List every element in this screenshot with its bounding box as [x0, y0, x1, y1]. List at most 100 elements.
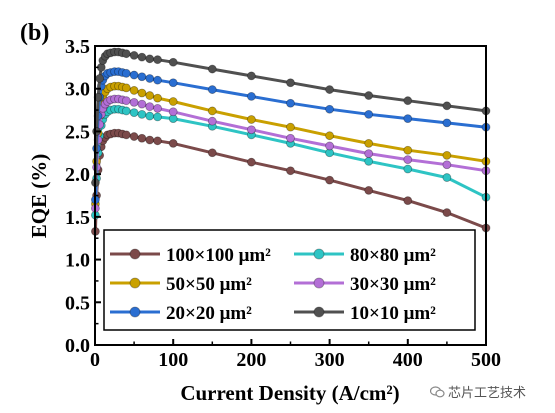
data-point [246, 125, 256, 135]
data-point [168, 107, 178, 117]
data-point [153, 112, 162, 122]
data-point [121, 49, 131, 59]
data-point [207, 116, 217, 126]
data-point [145, 111, 155, 121]
data-point [442, 150, 452, 160]
data-point [207, 85, 217, 94]
legend-swatch-marker [313, 248, 325, 260]
panel-label: (b) [20, 20, 49, 46]
data-point [325, 104, 335, 114]
legend-swatch-marker [313, 277, 325, 289]
x-tick-label: 400 [393, 349, 423, 371]
watermark-text: 芯片工艺技术 [448, 386, 527, 401]
data-point [145, 135, 155, 145]
data-point [403, 155, 413, 165]
data-point [137, 109, 147, 119]
data-point [442, 208, 452, 217]
data-point [145, 102, 155, 112]
x-tick-label: 0 [90, 349, 100, 371]
x-tick-label: 100 [158, 349, 188, 371]
data-point [153, 55, 162, 65]
legend-item: 20×20 μm² [110, 303, 252, 324]
y-tick-label: 1.5 [65, 207, 90, 229]
data-point [325, 141, 335, 151]
legend-swatch-marker [129, 248, 141, 260]
data-point [207, 106, 217, 116]
legend-swatch-marker [313, 306, 325, 318]
data-point [403, 164, 413, 174]
data-point [364, 149, 374, 159]
data-point [364, 185, 374, 195]
data-point [364, 156, 374, 166]
data-point [137, 52, 147, 62]
legend-label: 20×20 μm² [166, 303, 252, 324]
x-tick-label: 500 [471, 349, 501, 371]
x-axis-title: Current Density (A/cm²) [180, 381, 399, 405]
data-point [121, 130, 131, 140]
y-tick-label: 0.0 [65, 335, 90, 357]
series-20-20-m [90, 67, 491, 205]
data-point [145, 91, 155, 100]
data-point [137, 88, 147, 98]
data-point [403, 145, 413, 155]
data-point [246, 157, 256, 167]
data-point [145, 54, 155, 64]
data-point [364, 138, 374, 148]
data-point [168, 57, 178, 67]
legend-item: 10×10 μm² [294, 303, 436, 324]
data-point [442, 101, 452, 111]
legend-label: 100×100 μm² [166, 245, 271, 266]
data-point [121, 96, 131, 106]
data-point [325, 85, 335, 94]
legend-item: 100×100 μm² [110, 245, 271, 266]
data-point [129, 70, 139, 80]
legend: 100×100 μm² 80×80 μm² 50×50 μm² 30×30 μm² 20… [103, 229, 476, 331]
data-point [286, 166, 295, 176]
data-point [246, 92, 256, 101]
data-point [442, 118, 452, 128]
data-point [364, 109, 374, 119]
data-point [129, 50, 139, 60]
data-point [153, 136, 162, 146]
y-axis-title: EQE (%) [27, 154, 51, 239]
y-tick-label: 2.5 [65, 121, 90, 143]
data-point [145, 74, 155, 83]
wechat-icon [430, 385, 445, 397]
data-point [286, 98, 295, 108]
legend-label: 10×10 μm² [350, 303, 436, 324]
series-line [93, 131, 487, 232]
data-point [137, 99, 147, 109]
data-point [168, 138, 178, 148]
legend-label: 30×30 μm² [350, 274, 436, 295]
legend-swatch-marker [129, 306, 141, 318]
legend-item: 30×30 μm² [294, 274, 436, 295]
x-tick-label: 300 [315, 349, 345, 371]
data-point [129, 132, 139, 141]
plot-area: 0 100 200 300 400 500 0.0 0.5 1.0 1.5 2.0 2.5 3.0 3.5 [65, 36, 501, 371]
data-point [442, 173, 452, 182]
y-tick-label: 2.0 [65, 164, 90, 186]
data-point [95, 74, 105, 83]
data-point [246, 115, 256, 124]
x-tick-label: 200 [236, 349, 266, 371]
data-point [129, 86, 139, 95]
data-point [121, 106, 131, 116]
data-point [168, 97, 178, 106]
data-point [286, 122, 295, 132]
data-point [246, 71, 256, 81]
y-tick-label: 3.0 [65, 79, 90, 101]
data-point [325, 175, 335, 185]
data-point [168, 78, 178, 88]
data-point [121, 83, 131, 93]
data-point [137, 133, 147, 143]
legend-label: 50×50 μm² [166, 274, 252, 295]
legend-item: 80×80 μm² [294, 245, 436, 266]
data-point [442, 160, 452, 170]
data-point [403, 96, 413, 106]
data-point [129, 108, 139, 118]
data-point [325, 131, 335, 141]
data-point [153, 93, 162, 103]
y-tick-label: 1.0 [65, 250, 90, 272]
watermark: 芯片工艺技术 [430, 382, 526, 401]
